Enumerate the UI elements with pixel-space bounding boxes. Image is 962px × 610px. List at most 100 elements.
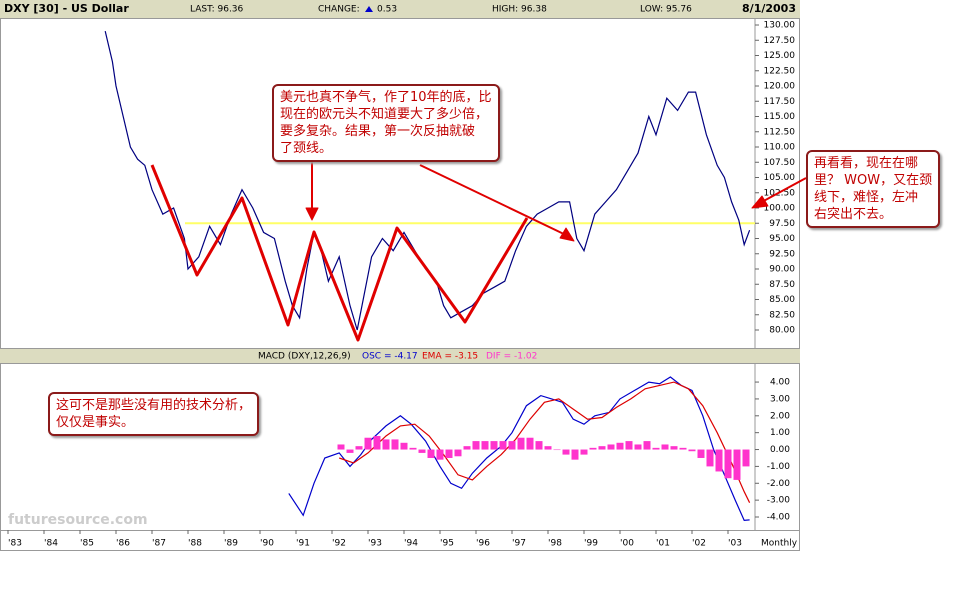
osc-bar xyxy=(616,442,624,450)
y-tick-label: 107.50 xyxy=(764,158,796,168)
osc-bar xyxy=(661,444,669,450)
osc-bar xyxy=(391,439,399,450)
date: 8/1/2003 xyxy=(742,2,796,15)
osc-bar xyxy=(607,444,615,450)
x-tick-label: '91 xyxy=(296,539,310,549)
note-line: 美元也真不争气，作了10年的底，比 xyxy=(280,90,492,105)
change-value: 0.53 xyxy=(377,5,397,15)
osc-bar xyxy=(400,442,408,450)
low: LOW: 95.76 xyxy=(640,5,692,15)
y2-tick-label: -3.00 xyxy=(767,496,791,506)
osc-bar xyxy=(535,441,543,450)
arrow xyxy=(419,164,569,237)
osc-bar xyxy=(724,449,732,479)
osc-bar xyxy=(445,449,453,458)
osc-bar xyxy=(697,449,705,458)
x-tick-label: '86 xyxy=(116,539,130,549)
arrow-head xyxy=(305,207,319,221)
macd-panel xyxy=(0,363,800,531)
header-bar xyxy=(0,0,800,18)
note-line: 再看看，现在在哪 xyxy=(814,156,919,171)
osc-bar xyxy=(625,441,633,450)
y-tick-label: 92.50 xyxy=(769,249,795,259)
y-tick-label: 115.00 xyxy=(764,112,796,122)
osc-bar xyxy=(454,449,462,457)
note: 这可不是那些没有用的技术分析， 仅仅是事实。 xyxy=(48,392,260,436)
x-tick-label: '89 xyxy=(224,539,238,549)
watermark: futuresource.com xyxy=(8,512,148,528)
y2-tick-label: 2.00 xyxy=(770,411,790,421)
y-tick-label: 97.50 xyxy=(769,219,795,229)
up-arrow xyxy=(365,6,373,12)
note-line: 要多复杂。结果，第一次反抽就破 xyxy=(280,124,476,139)
osc-bar xyxy=(553,449,561,451)
osc-bar xyxy=(508,441,516,450)
osc-bar xyxy=(580,449,588,455)
y2-tick-label: -4.00 xyxy=(767,513,791,523)
y2-tick-label: -1.00 xyxy=(767,462,791,472)
osc-bar xyxy=(589,447,597,450)
x-interval-label: Monthly xyxy=(761,539,798,549)
note-line: 里？ WOW，又在颈 xyxy=(814,173,933,188)
x-tick-label: '85 xyxy=(80,539,94,549)
x-tick-label: '01 xyxy=(656,539,670,549)
y-tick-label: 82.50 xyxy=(769,310,795,320)
osc-bar xyxy=(418,449,426,453)
pattern-outline xyxy=(150,164,529,342)
y-tick-label: 127.50 xyxy=(764,36,796,46)
osc-bar xyxy=(634,444,642,450)
x-axis-strip xyxy=(0,530,800,551)
osc-bar xyxy=(382,439,390,450)
x-tick-label: '02 xyxy=(692,539,706,549)
y-tick-label: 130.00 xyxy=(764,21,796,31)
arrow-head xyxy=(559,227,575,242)
y-tick-label: 80.00 xyxy=(769,326,795,336)
x-tick-label: '84 xyxy=(44,539,58,549)
y-tick-label: 90.00 xyxy=(769,265,795,275)
macd-title: MACD (DXY,12,26,9) xyxy=(258,352,351,362)
osc-bar xyxy=(598,446,606,450)
y-tick-label: 110.00 xyxy=(764,143,796,153)
x-tick-label: '90 xyxy=(260,539,274,549)
osc-bar xyxy=(643,441,651,450)
osc-bar xyxy=(346,449,354,453)
osc-bar xyxy=(436,449,444,460)
y2-tick-label: 4.00 xyxy=(770,378,790,388)
osc-label: OSC = -4.17 xyxy=(362,352,418,362)
osc-bar xyxy=(337,444,345,450)
series-line xyxy=(339,381,751,503)
osc-bar xyxy=(427,449,435,458)
osc-bar xyxy=(706,449,714,467)
x-tick-label: '88 xyxy=(188,539,202,549)
osc-bar xyxy=(364,437,372,450)
x-tick-label: '98 xyxy=(548,539,562,549)
x-tick-label: '83 xyxy=(8,539,22,549)
last: LAST: 96.36 xyxy=(190,5,244,15)
y-tick-label: 117.50 xyxy=(764,97,796,107)
y-tick-label: 112.50 xyxy=(764,127,796,137)
y2-tick-label: 3.00 xyxy=(770,394,790,404)
osc-bar xyxy=(742,449,750,467)
note-line: 了颈线。 xyxy=(280,141,333,156)
note-line: 仅仅是事实。 xyxy=(56,415,135,430)
osc-bar xyxy=(733,449,741,480)
y2-tick-label: 0.00 xyxy=(770,445,790,455)
change: CHANGE: xyxy=(318,5,360,15)
osc-bar xyxy=(481,441,489,450)
x-tick-label: '94 xyxy=(404,539,418,549)
price-panel xyxy=(0,18,800,349)
arrow-head xyxy=(751,195,769,209)
x-tick-label: '99 xyxy=(584,539,598,549)
dif-label: DIF = -1.02 xyxy=(486,352,537,362)
x-tick-label: '95 xyxy=(440,539,454,549)
y-tick-label: 122.50 xyxy=(764,66,796,76)
y-tick-label: 85.00 xyxy=(769,295,795,305)
x-tick-label: '03 xyxy=(728,539,742,549)
macd-layer: 4.00 3.00 2.00 1.00 0.00 -1.00 -2.00 -3.00 -4.00 xyxy=(288,376,791,523)
note-line: 线下，难怪，左冲 xyxy=(814,190,919,205)
macd-header xyxy=(0,349,800,363)
osc-bar xyxy=(490,441,498,450)
note: 美元也真不争气，作了10年的底，比 现在的欧元头不知道要大了多少倍， 要多复杂。结果… xyxy=(272,84,500,162)
y-tick-label: 125.00 xyxy=(764,51,796,61)
